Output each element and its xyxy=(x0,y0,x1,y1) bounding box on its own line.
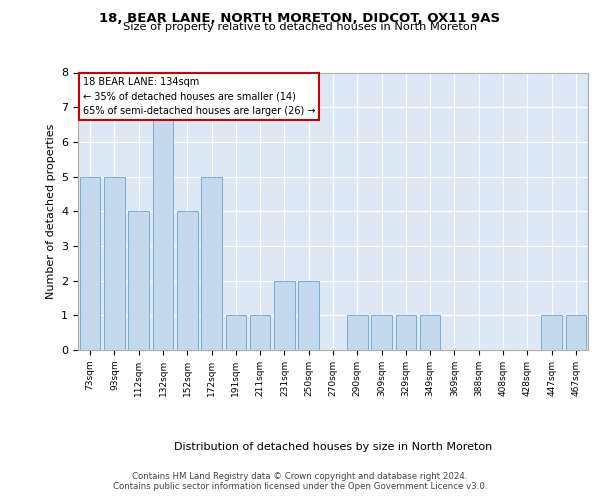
Text: 18, BEAR LANE, NORTH MORETON, DIDCOT, OX11 9AS: 18, BEAR LANE, NORTH MORETON, DIDCOT, OX… xyxy=(100,12,500,26)
Bar xyxy=(80,176,100,350)
Bar xyxy=(371,316,392,350)
Text: Distribution of detached houses by size in North Moreton: Distribution of detached houses by size … xyxy=(174,442,492,452)
Bar xyxy=(566,316,586,350)
Bar xyxy=(201,176,222,350)
Bar xyxy=(420,316,440,350)
Bar xyxy=(104,176,125,350)
Bar xyxy=(395,316,416,350)
Bar xyxy=(298,280,319,350)
Bar xyxy=(128,211,149,350)
Bar xyxy=(250,316,271,350)
Bar xyxy=(226,316,246,350)
Text: Contains HM Land Registry data © Crown copyright and database right 2024.: Contains HM Land Registry data © Crown c… xyxy=(132,472,468,481)
Bar xyxy=(541,316,562,350)
Bar xyxy=(152,107,173,350)
Text: 18 BEAR LANE: 134sqm
← 35% of detached houses are smaller (14)
65% of semi-detac: 18 BEAR LANE: 134sqm ← 35% of detached h… xyxy=(83,76,316,116)
Bar xyxy=(274,280,295,350)
Text: Size of property relative to detached houses in North Moreton: Size of property relative to detached ho… xyxy=(123,22,477,32)
Bar xyxy=(347,316,368,350)
Y-axis label: Number of detached properties: Number of detached properties xyxy=(46,124,56,299)
Text: Contains public sector information licensed under the Open Government Licence v3: Contains public sector information licen… xyxy=(113,482,487,491)
Bar xyxy=(177,211,197,350)
